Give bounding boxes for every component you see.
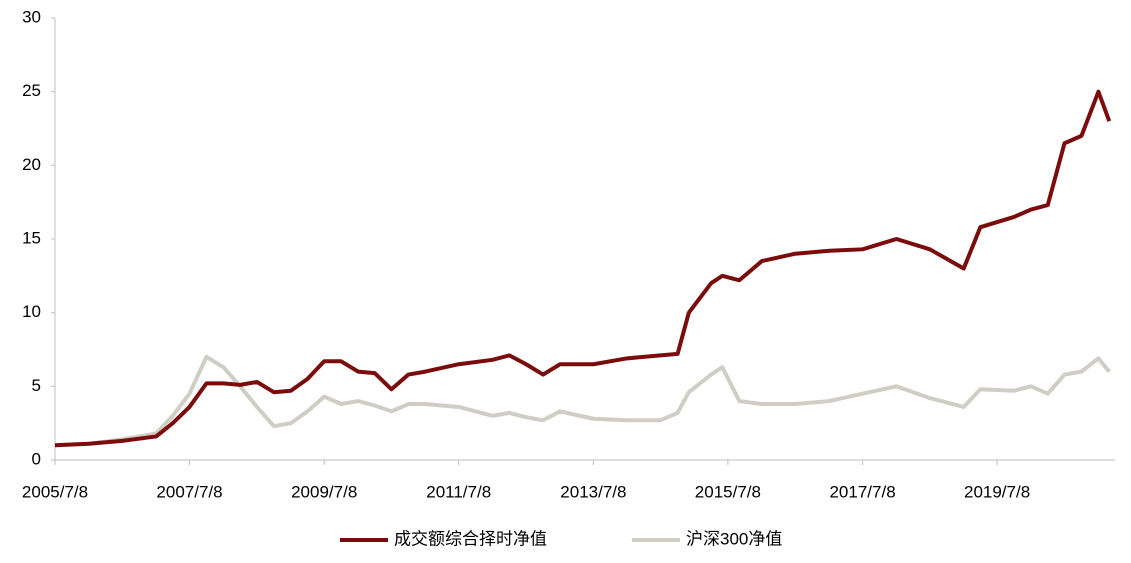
legend-label: 成交额综合择时净值	[394, 529, 547, 548]
series-line	[54, 89, 1112, 448]
x-tick-label: 2005/7/8	[22, 482, 88, 501]
y-tick-label: 25	[22, 81, 41, 100]
y-tick-label: 30	[22, 7, 41, 26]
series-line	[54, 354, 1111, 448]
legend-label: 沪深300净值	[686, 529, 782, 548]
x-tick-label: 2009/7/8	[291, 482, 357, 501]
y-tick-label: 5	[32, 376, 41, 395]
y-tick-label: 10	[22, 302, 41, 321]
x-tick-label: 2011/7/8	[426, 482, 491, 501]
x-tick-label: 2019/7/8	[964, 482, 1030, 501]
x-tick-label: 2015/7/8	[695, 482, 761, 501]
x-tick-label: 2017/7/8	[829, 482, 895, 501]
y-tick-label: 15	[22, 228, 41, 247]
x-tick-label: 2007/7/8	[156, 482, 222, 501]
x-tick-label: 2013/7/8	[560, 482, 626, 501]
y-tick-label: 0	[32, 449, 41, 468]
y-tick-label: 20	[22, 155, 41, 174]
